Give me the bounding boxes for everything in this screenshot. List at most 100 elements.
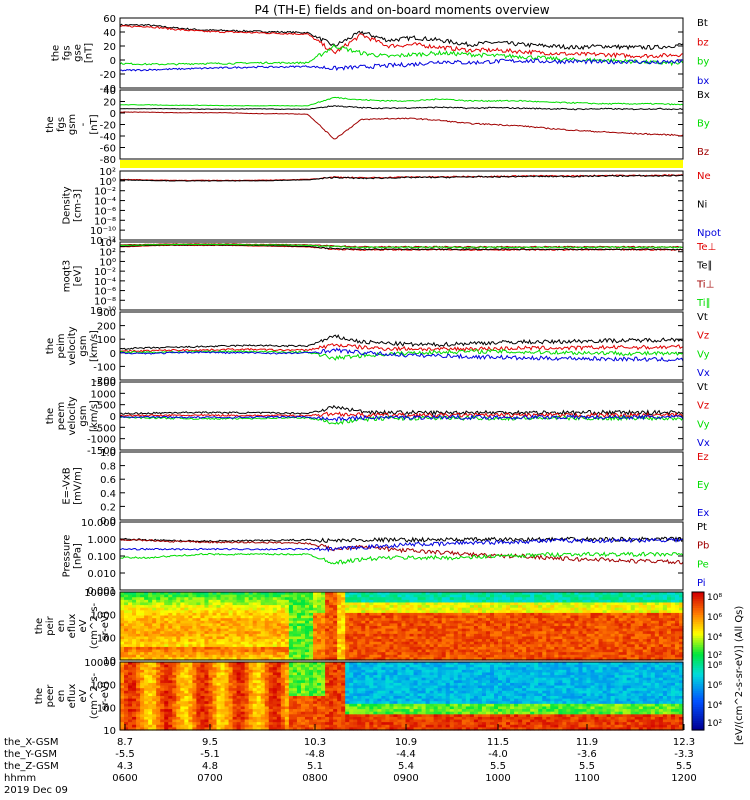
spectrogram-cell [329,631,334,635]
spectrogram-cell [598,615,604,619]
spectrogram-cell [510,594,515,598]
spectrogram-cell [377,649,382,653]
spectrogram-cell [457,607,463,611]
spectrogram-cell [176,605,181,609]
spectrogram-cell [144,716,149,721]
spectrogram-cell [473,646,479,651]
spectrogram-cell [502,618,507,622]
spectrogram-cell [457,599,463,604]
spectrogram-cell [144,706,149,710]
spectrogram-cell [296,652,302,656]
spectrogram-cell [204,716,210,721]
spectrogram-cell [296,646,302,651]
spectrogram-cell [437,657,443,661]
spectrogram-cell [272,724,278,728]
spectrogram-cell [228,696,234,700]
series-line-blue [119,537,684,553]
spectrogram-cell [389,594,395,598]
spectrogram-cell [136,628,141,632]
spectrogram-cell [176,592,181,596]
spectrogram-cell [120,685,125,689]
spectrogram-cell [168,685,173,689]
spectrogram-cell [192,669,198,674]
spectrogram-cell [361,599,366,604]
ytick-label: 10⁻¹⁰ [90,226,116,237]
spectrogram-cell [530,605,535,609]
spectrogram-cell [353,594,358,598]
spectrogram-cell [152,682,157,687]
spectrogram-cell [353,628,358,632]
ytick-label: 0.0 [100,516,116,527]
spectrogram-cell [321,646,326,651]
spectrogram-cell [272,706,278,710]
spectrogram-cell [582,628,588,632]
spectrogram-cell [337,639,342,643]
spectrogram-cell [598,620,604,624]
spectrogram-cell [212,690,218,694]
spectrogram-cell [514,618,519,622]
spectrogram-cell [562,654,567,658]
spectrogram-cell [369,612,374,617]
spectrogram-cell [136,620,141,624]
spectrogram-cell [132,657,137,661]
panel-frame [119,591,684,661]
spectrogram-cell [650,607,656,611]
spectrogram-cell [554,599,559,604]
spectrogram-cell [196,682,202,687]
spectrogram-cell [317,652,322,656]
spectrogram-cell [325,607,330,611]
spectrogram-cell [574,644,580,648]
spectrogram-cell [196,618,202,622]
spectrogram-cell [650,592,656,596]
spectrogram-cell [220,662,226,666]
spectrogram-cell [252,672,258,676]
spectrogram-cell [594,633,600,638]
spectrogram-cell [224,722,230,726]
spectrogram-cell [160,667,165,671]
spectrogram-cell [252,662,258,666]
spectrogram-cell [650,597,656,601]
spectrogram-cell [502,654,507,658]
spectrogram-cell [413,628,419,632]
spectrogram-cell [502,594,507,598]
spectrogram-cell [674,602,680,606]
spectrogram-cell [614,639,620,643]
spectrogram-cell [401,597,407,601]
spectrogram-cell [180,631,185,635]
spectrogram-cell [136,685,141,689]
spectrogram-cell [397,602,403,606]
spectrogram-cell [268,633,274,638]
spectrogram-cell [357,610,362,614]
spectrogram-cell [292,636,298,640]
spectrogram-cell [212,669,218,674]
spectrogram-cell [546,657,551,661]
spectrogram-cell [140,672,145,676]
spectrogram-cell [309,615,314,619]
spectrogram-cell [280,636,286,640]
spectrogram-cell [389,633,395,638]
spectrogram-cell [160,703,165,708]
spectrogram-cell [586,626,592,630]
spectrogram-cell [518,597,523,601]
spectrogram-cell [562,620,567,624]
spectrogram-cell [272,669,278,674]
spectrogram-cell [534,610,539,614]
spectrogram-cell [208,662,214,666]
spectrogram-cell [124,662,129,666]
spectrogram-cell [630,623,636,627]
spectrogram-cell [120,607,125,611]
spectrogram-cell [453,605,459,609]
spectrogram-cell [184,693,189,697]
spectrogram-cell [674,631,680,635]
spectrogram-cell [224,727,230,731]
spectrogram-cell [184,677,189,681]
spectrogram-cell [654,654,660,658]
spectrogram-cell [156,646,161,651]
spectrogram-cell [329,607,334,611]
spectrogram-cell [473,628,479,632]
panel-ylabel: gsm [78,335,89,356]
spectrogram-cell [550,646,555,651]
spectrogram-cell [309,602,314,606]
spectrogram-cell [164,605,169,609]
spectrogram-cell [481,644,487,648]
